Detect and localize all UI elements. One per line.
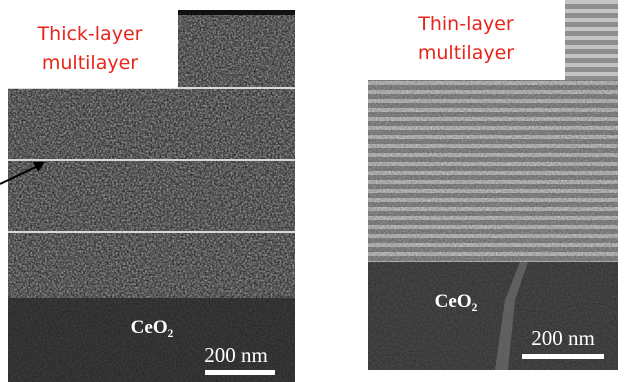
film [565, 0, 618, 80]
scale-text: 200 nm [204, 343, 268, 367]
scale-bar [522, 354, 604, 359]
thin-panel: Thin-layer multilayer CeO₂ 200 nm [368, 0, 618, 370]
film-texture [368, 80, 618, 262]
label: Thin-layer [417, 13, 514, 35]
scale-text: 200 nm [531, 326, 595, 350]
label: Thick-layer [37, 23, 143, 45]
edge [178, 10, 295, 15]
figure: Thick-layer multilayer CeO₂ 200 nm Thin-… [0, 0, 626, 382]
substrate-label: CeO₂ [131, 317, 174, 338]
substrate-label: CeO₂ [435, 291, 478, 312]
label: multilayer [42, 52, 138, 74]
substrate-texture [8, 298, 295, 382]
thick-panel: Thick-layer multilayer CeO₂ 200 nm [0, 0, 295, 382]
scale-bar [205, 370, 275, 375]
label: multilayer [418, 42, 514, 64]
substrate-texture [368, 262, 618, 370]
